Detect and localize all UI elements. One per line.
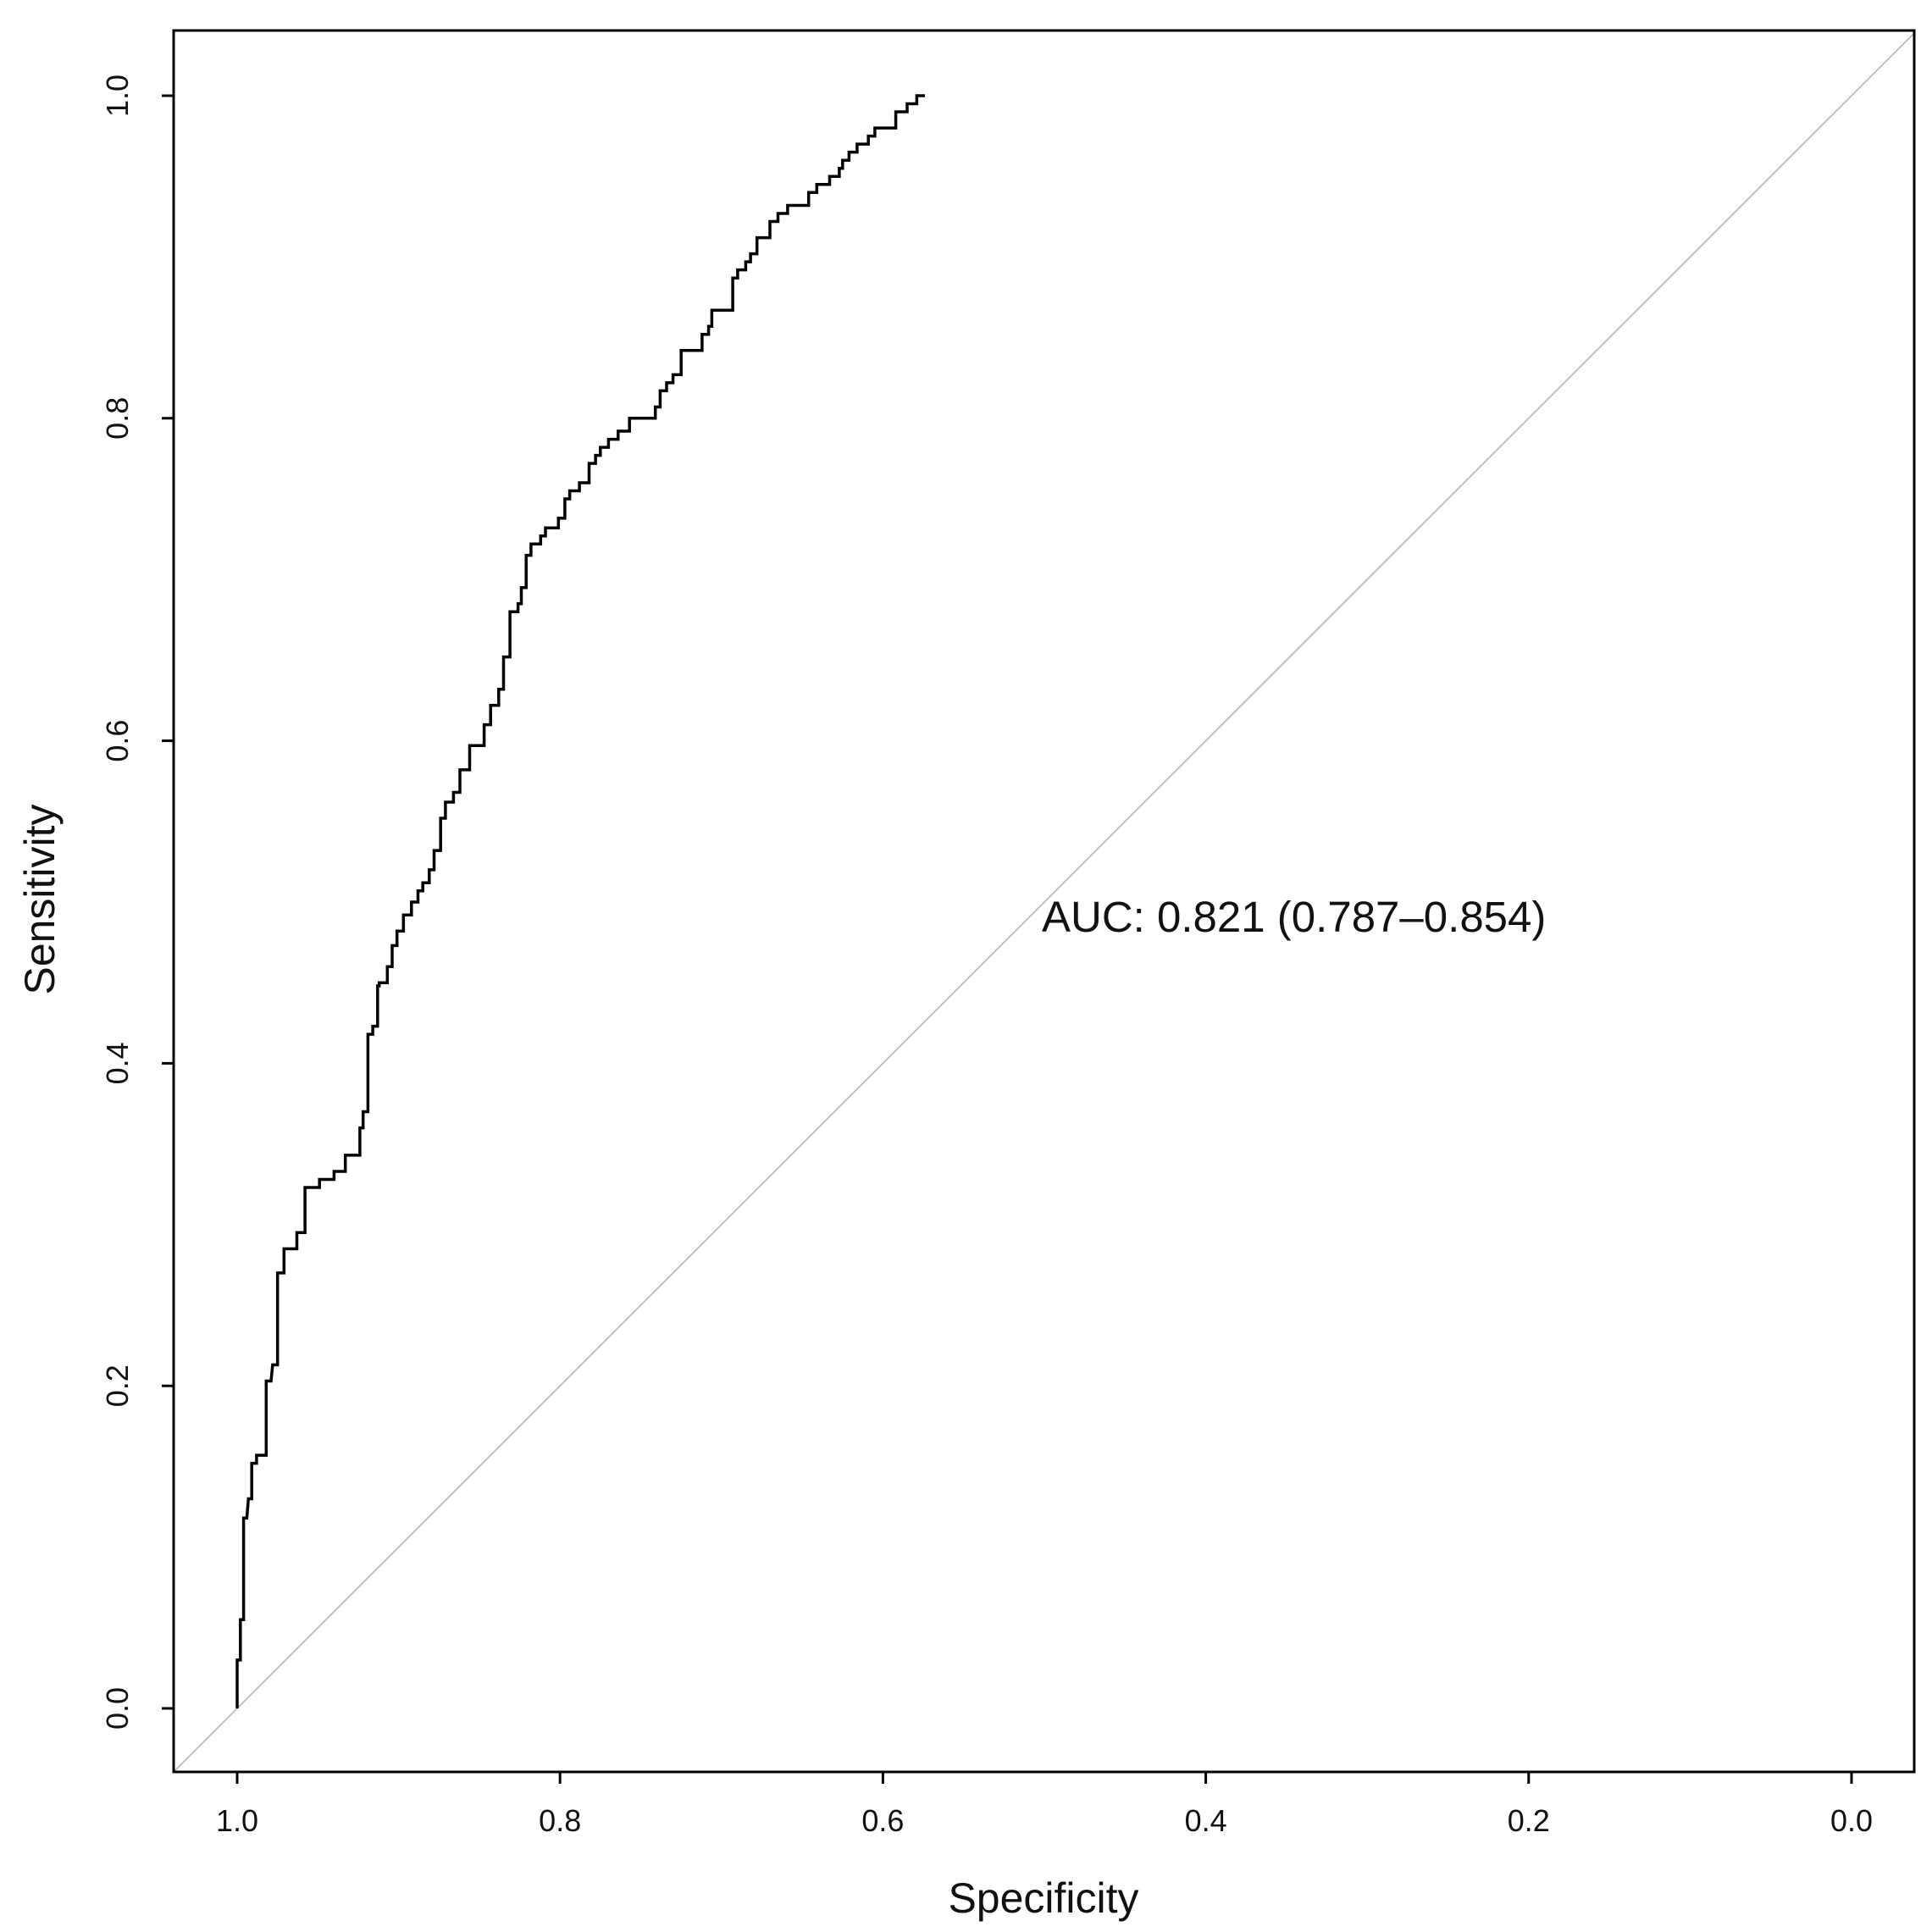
- y-tick-label: 0.8: [100, 397, 135, 440]
- x-tick-label: 1.0: [216, 1803, 258, 1838]
- y-axis: 0.0 0.2 0.4 0.6 0.8 1.0: [100, 75, 175, 1730]
- reference-diagonal-line: [173, 32, 1915, 1773]
- y-tick-label: 1.0: [100, 75, 135, 117]
- x-axis-title: Specificity: [948, 1874, 1138, 1922]
- x-tick-label: 0.0: [1830, 1803, 1873, 1838]
- x-axis: 1.0 0.8 0.6 0.4 0.2 0.0: [216, 1770, 1873, 1838]
- y-tick-label: 0.2: [100, 1365, 135, 1407]
- x-tick-label: 0.8: [539, 1803, 581, 1838]
- y-tick-label: 0.4: [100, 1042, 135, 1084]
- y-tick-label: 0.0: [100, 1687, 135, 1730]
- y-axis-title: Sensitivity: [16, 804, 64, 994]
- x-tick-label: 0.4: [1185, 1803, 1227, 1838]
- y-tick-label: 0.6: [100, 720, 135, 762]
- auc-annotation: AUC: 0.821 (0.787–0.854): [1042, 893, 1546, 941]
- x-tick-label: 0.2: [1508, 1803, 1550, 1838]
- roc-curve: [235, 94, 925, 1708]
- x-tick-label: 0.6: [861, 1803, 904, 1838]
